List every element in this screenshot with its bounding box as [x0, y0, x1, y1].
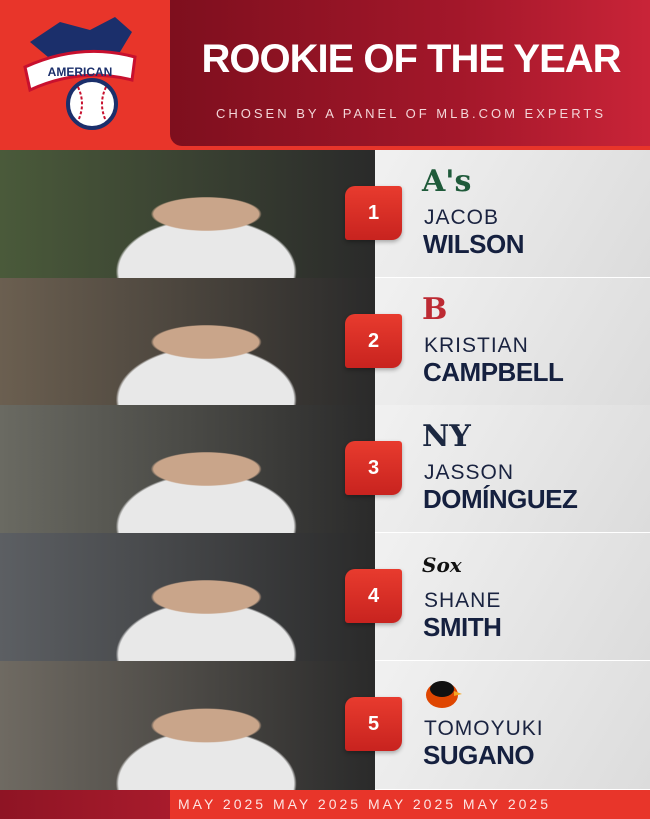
player-photo — [0, 661, 375, 790]
player-photo — [0, 405, 375, 533]
logo-text: AMERICAN — [48, 65, 113, 79]
player-first-name: TOMOYUKI — [424, 717, 544, 740]
header: AMERICAN ROOKIE OF THE YEAR CHOSEN BY A … — [0, 0, 650, 150]
player-photo — [0, 150, 375, 278]
team-logo-icon: Sox — [422, 553, 462, 577]
ranking-row: 1 A's JACOB WILSON — [0, 150, 650, 278]
footer-accent — [0, 790, 170, 819]
team-logo-icon — [422, 675, 466, 711]
player-panel — [375, 150, 650, 278]
player-panel — [375, 405, 650, 533]
ranking-row: 3 NY JASSON DOMÍNGUEZ — [0, 405, 650, 533]
player-first-name: KRISTIAN — [424, 334, 529, 357]
team-logo-icon: A's — [422, 164, 472, 199]
rank-badge: 5 — [345, 697, 402, 751]
player-last-name: DOMÍNGUEZ — [423, 484, 578, 514]
player-panel — [375, 533, 650, 661]
ranking-row: 2 B KRISTIAN CAMPBELL — [0, 278, 650, 406]
player-last-name: SUGANO — [423, 740, 535, 770]
player-last-name: SMITH — [423, 612, 502, 642]
team-logo-icon: B — [422, 292, 448, 327]
player-last-name: CAMPBELL — [423, 357, 564, 387]
footer-date: MAY 2025 MAY 2025 MAY 2025 MAY 2025 — [178, 796, 551, 812]
page-subtitle: CHOSEN BY A PANEL OF MLB.COM EXPERTS — [216, 106, 606, 121]
american-league-logo: AMERICAN — [23, 17, 137, 130]
player-first-name: SHANE — [424, 589, 502, 612]
player-first-name: JACOB — [424, 206, 500, 229]
player-first-name: JASSON — [424, 461, 515, 484]
page-title: ROOKIE OF THE YEAR — [201, 37, 621, 81]
player-panel — [375, 661, 650, 790]
player-panel — [375, 278, 650, 406]
rank-badge: 3 — [345, 441, 402, 495]
footer: MAY 2025 MAY 2025 MAY 2025 MAY 2025 — [0, 790, 650, 819]
rank-badge: 4 — [345, 569, 402, 623]
rank-badge: 1 — [345, 186, 402, 240]
player-photo — [0, 278, 375, 406]
player-photo — [0, 533, 375, 661]
player-last-name: WILSON — [423, 229, 525, 259]
rank-badge: 2 — [345, 314, 402, 368]
team-logo-icon: NY — [422, 419, 471, 454]
title-banner — [170, 0, 650, 146]
ranking-row: 4 Sox SHANE SMITH — [0, 533, 650, 661]
ranking-row: 5 TOMOYUKI SUGANO — [0, 661, 650, 790]
